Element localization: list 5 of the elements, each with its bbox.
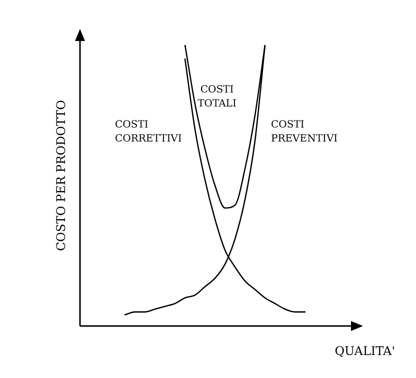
y-axis-title: COSTO PER PRODOTTO <box>54 100 68 252</box>
series-label: COSTI CORRETTIVI <box>115 120 182 145</box>
series-label: COSTI PREVENTIVI <box>271 120 338 145</box>
x-axis-title: QUALITA' <box>334 344 395 358</box>
series-label: COSTI TOTALI <box>198 84 236 110</box>
